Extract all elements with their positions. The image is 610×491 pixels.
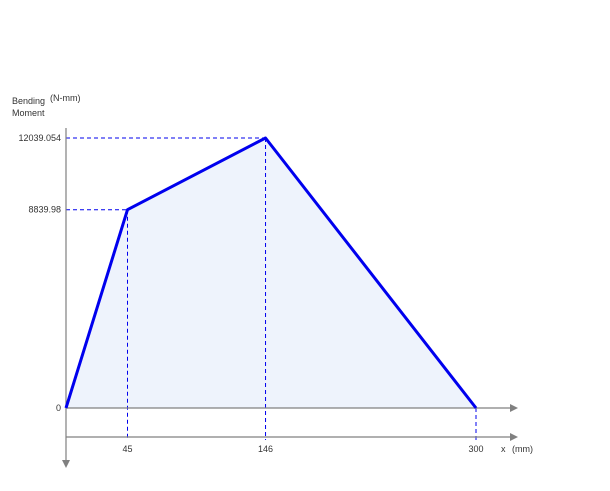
moment-line <box>64 136 478 409</box>
x-tick-label: 300 <box>468 444 483 454</box>
y-tick-label: 8839.98 <box>28 205 61 215</box>
y-axis-title-line2: Moment <box>12 108 45 118</box>
y-tick-label: 0 <box>56 403 61 413</box>
guide-lines <box>66 137 477 440</box>
y-axis-title-line1: Bending <box>12 96 45 106</box>
x-tick-label: 45 <box>122 444 132 454</box>
y-tick-label: 12039.054 <box>18 133 61 143</box>
x-axis-title: x <box>501 444 506 454</box>
x-tick-label: 146 <box>258 444 273 454</box>
x-axis-unit: (mm) <box>512 444 533 454</box>
moment-area-fill <box>66 138 476 408</box>
y-axis-unit: (N-mm) <box>50 93 81 103</box>
y-tick-labels: 12039.054 8839.98 0 <box>18 133 61 413</box>
x-tick-labels: 45 146 300 <box>122 444 483 454</box>
